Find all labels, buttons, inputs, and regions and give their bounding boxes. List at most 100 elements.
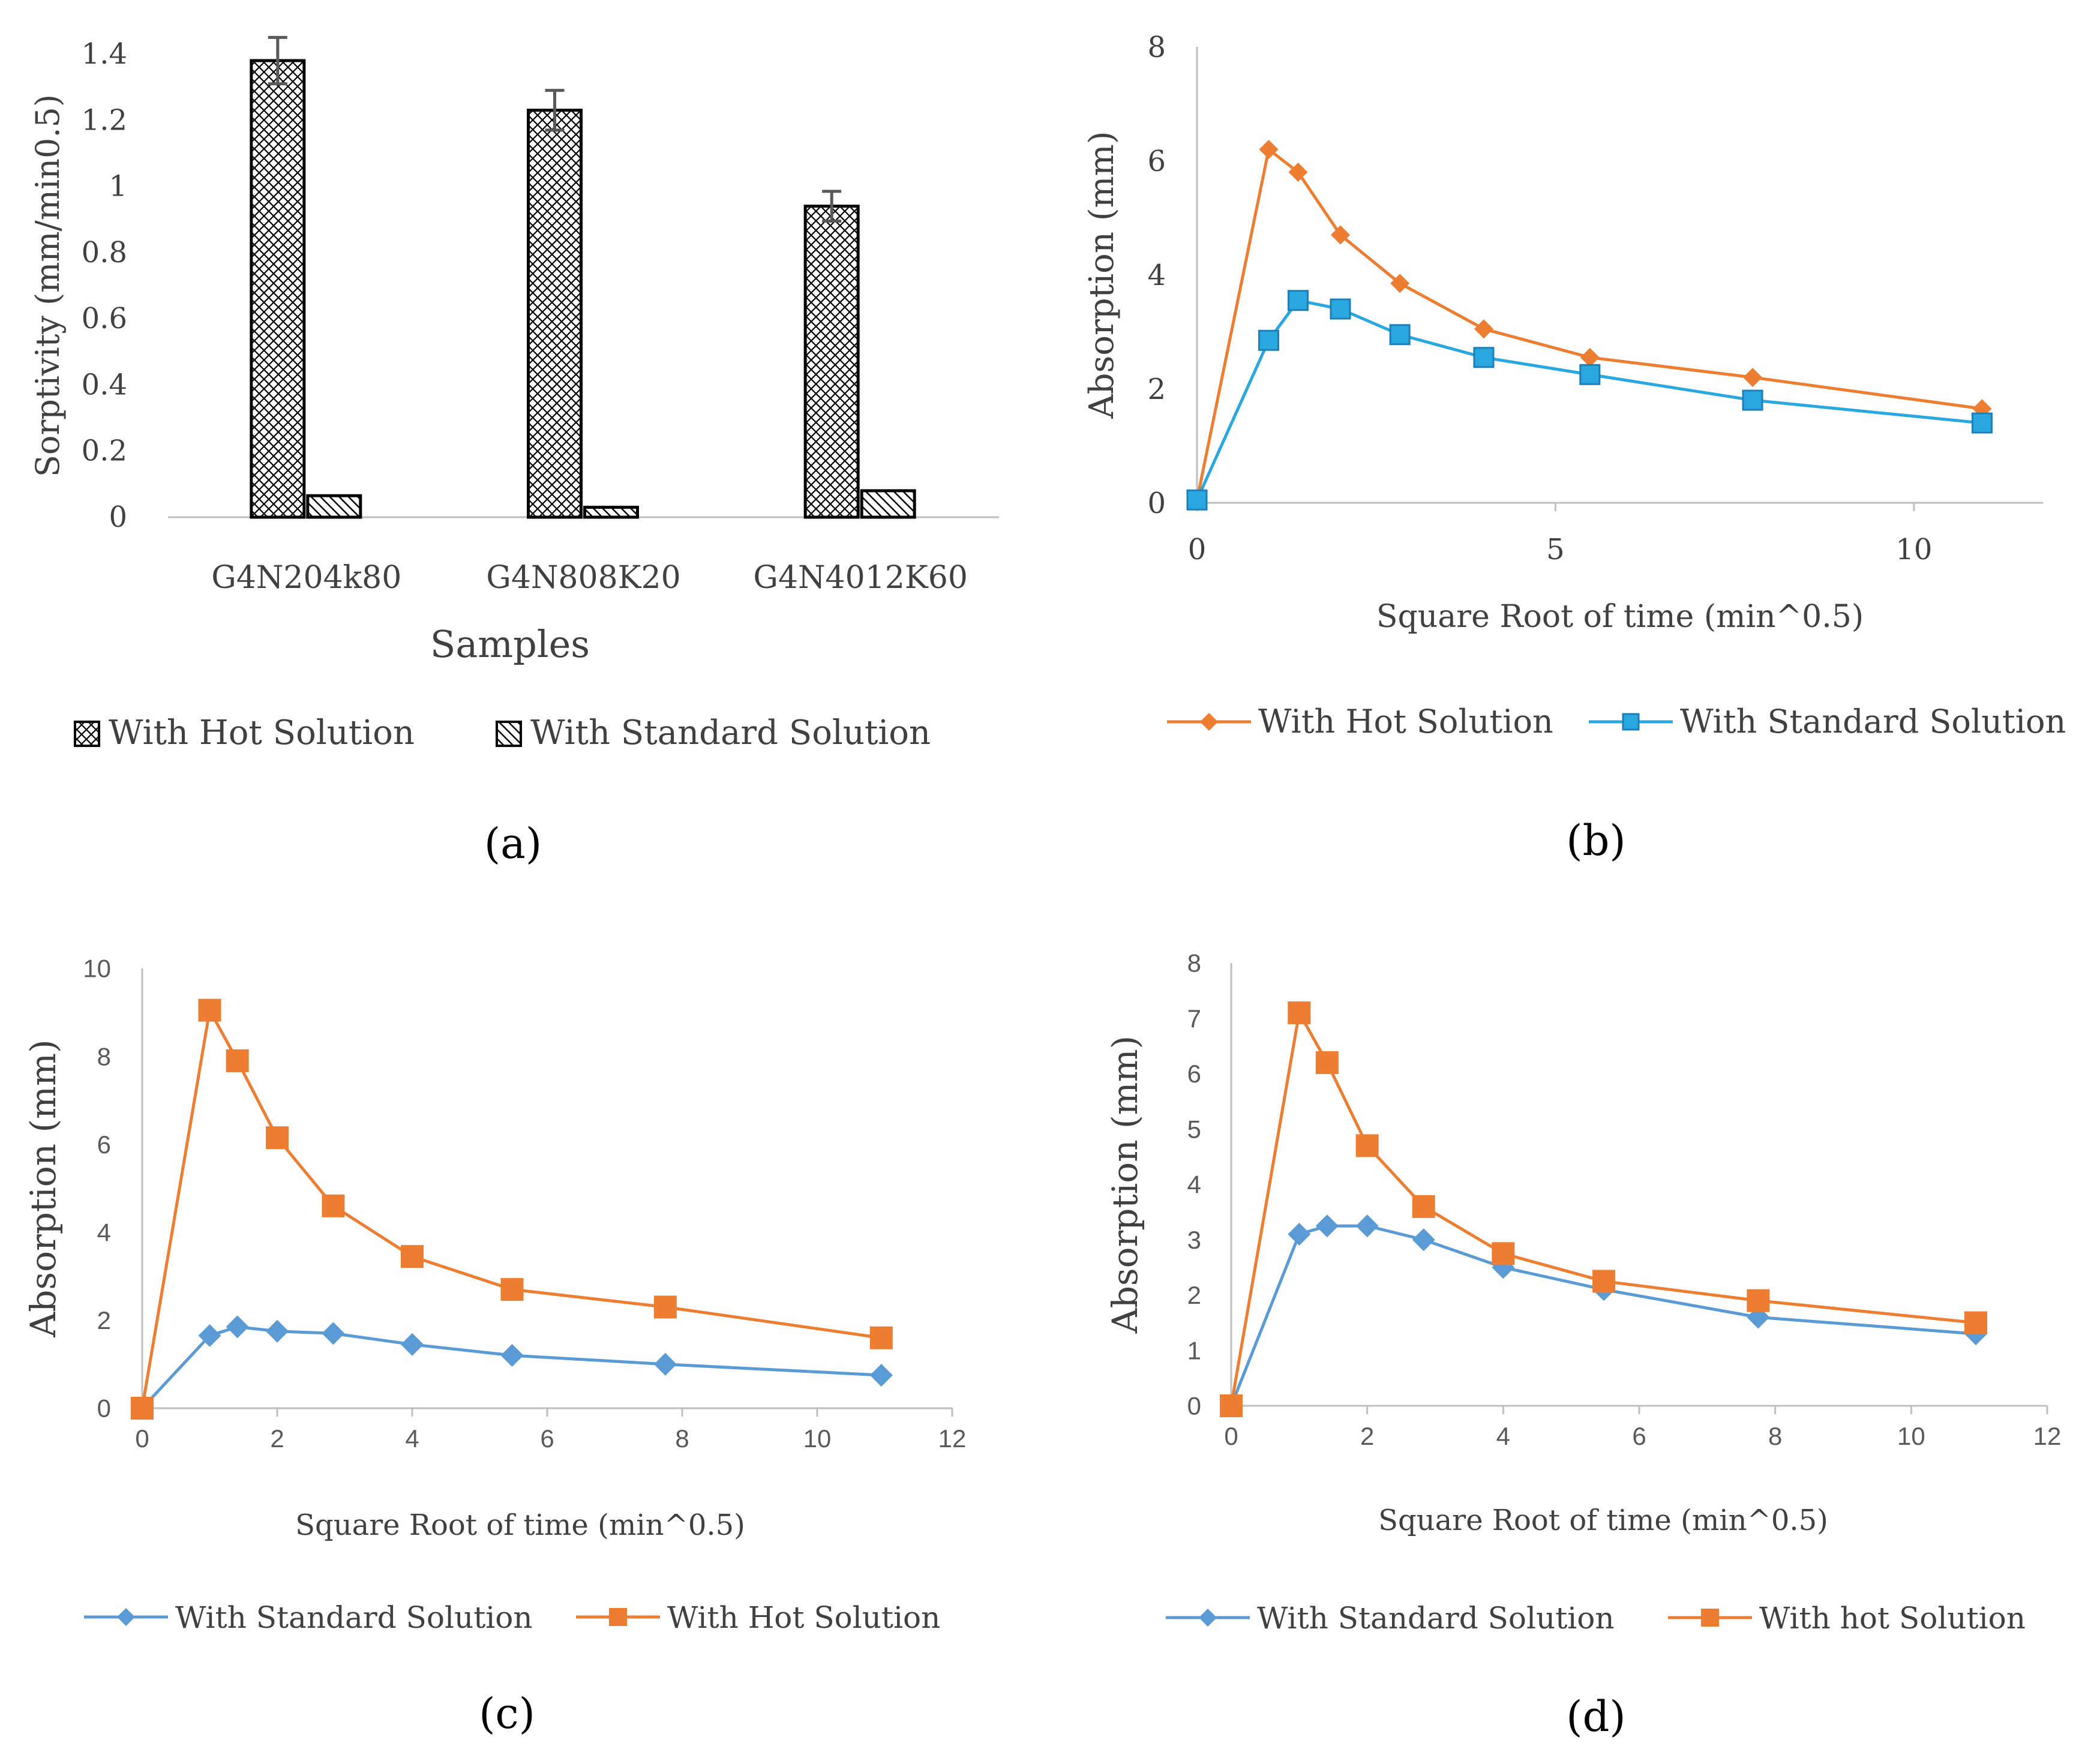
x-axis-title: Samples [430, 622, 590, 666]
y-tick-label: 10 [83, 955, 111, 983]
data-point [1355, 1214, 1379, 1238]
x-tick-label: 4 [1496, 1422, 1510, 1450]
data-point [1258, 329, 1279, 351]
data-point [500, 1344, 524, 1367]
data-point [1315, 1214, 1339, 1238]
legend-marker [117, 1608, 135, 1626]
x-tick-label: 0 [1188, 533, 1207, 566]
y-tick-label: 2 [1147, 373, 1166, 406]
legend-swatch [496, 721, 522, 747]
data-point [401, 1333, 424, 1356]
y-tick-label: 4 [1187, 1171, 1201, 1199]
series-line [1195, 299, 1984, 502]
data-point [500, 1278, 524, 1301]
x-tick-label: G4N204k80 [211, 560, 401, 596]
data-point [266, 1319, 289, 1343]
x-tick-label: 8 [675, 1424, 689, 1453]
y-tick-label: 0 [1187, 1392, 1201, 1420]
x-axis-title: Square Root of time (min^0.5) [295, 1508, 745, 1542]
y-tick-label: 8 [1187, 949, 1201, 977]
data-point [1315, 1051, 1339, 1075]
legend-label: With Hot Solution [109, 713, 415, 752]
bar [306, 494, 362, 519]
legend-label: With Standard Solution [1680, 703, 2066, 740]
bar [860, 489, 916, 519]
data-point [322, 1194, 345, 1217]
bar [250, 59, 306, 519]
y-tick-label: 0.2 [82, 434, 127, 468]
y-tick-label: 6 [1147, 145, 1166, 178]
y-tick-label: 0.6 [82, 302, 127, 335]
data-point [1743, 368, 1763, 387]
y-tick-label: 1 [1187, 1336, 1201, 1364]
y-tick-label: 6 [97, 1130, 111, 1159]
data-point [869, 1326, 893, 1349]
y-tick-label: 3 [1187, 1226, 1201, 1254]
x-tick-label: 5 [1546, 533, 1565, 566]
data-point [1389, 324, 1411, 346]
legend-label: With Standard Solution [1257, 1601, 1615, 1636]
data-point [1412, 1228, 1435, 1252]
x-tick-label: 10 [1895, 533, 1932, 566]
series-line [140, 1325, 883, 1410]
y-tick-label: 1.2 [82, 103, 127, 137]
data-point [266, 1126, 289, 1150]
panel-label-a: (a) [484, 819, 542, 868]
y-tick-label: 4 [97, 1219, 111, 1247]
data-point [1390, 274, 1410, 293]
x-tick-label: 2 [1360, 1422, 1374, 1450]
bar [583, 505, 639, 519]
y-tick-label: 4 [1147, 259, 1166, 292]
y-tick-label: 5 [1187, 1115, 1201, 1143]
data-point [1287, 290, 1309, 311]
y-tick-label: 0 [109, 500, 127, 534]
panel-label: (d) [1566, 1692, 1625, 1741]
data-point [653, 1352, 677, 1376]
data-point [1579, 364, 1601, 385]
data-point [1186, 489, 1208, 511]
legend-label: With Standard Solution [530, 713, 931, 752]
data-point [869, 1364, 893, 1387]
data-point [1742, 389, 1763, 411]
data-point [1288, 163, 1308, 182]
x-tick-label: 12 [2033, 1422, 2062, 1450]
legend-marker [609, 1608, 627, 1626]
legend-swatch [74, 721, 100, 747]
data-point [1492, 1242, 1515, 1265]
y-tick-label: 8 [97, 1042, 111, 1070]
data-point [653, 1295, 677, 1319]
data-point [226, 1049, 249, 1072]
data-point [198, 1324, 221, 1348]
panel-label: (c) [479, 1689, 535, 1738]
x-tick-label: 8 [1768, 1422, 1782, 1450]
data-point [1220, 1394, 1243, 1417]
data-point [1259, 140, 1279, 159]
y-tick-label: 0 [97, 1394, 111, 1423]
data-point [1330, 225, 1350, 245]
series-line [1229, 1224, 1978, 1408]
panel-label: (b) [1566, 816, 1625, 865]
x-tick-label: G4N4012K60 [753, 560, 967, 596]
x-tick-label: 0 [135, 1424, 149, 1453]
x-tick-label: 4 [405, 1424, 419, 1453]
x-tick-label: 6 [1632, 1422, 1646, 1450]
data-point [1412, 1195, 1435, 1218]
data-point [1330, 298, 1351, 320]
y-tick-label: 2 [1187, 1281, 1201, 1309]
legend-marker [1701, 1609, 1719, 1627]
data-point [1592, 1270, 1616, 1293]
y-tick-label: 1 [109, 170, 127, 203]
y-axis-title: Absorption (mm) [1105, 1036, 1145, 1334]
data-point [1355, 1134, 1379, 1157]
bar [803, 205, 860, 519]
y-tick-label: 0 [1147, 487, 1166, 520]
data-point [226, 1315, 249, 1339]
data-point [1971, 412, 1993, 434]
legend-marker [1622, 713, 1640, 731]
data-point [198, 998, 221, 1022]
legend-label: With Hot Solution [667, 1600, 940, 1635]
y-axis-title: Absorption (mm) [1082, 131, 1121, 419]
y-tick-label: 2 [97, 1306, 111, 1334]
